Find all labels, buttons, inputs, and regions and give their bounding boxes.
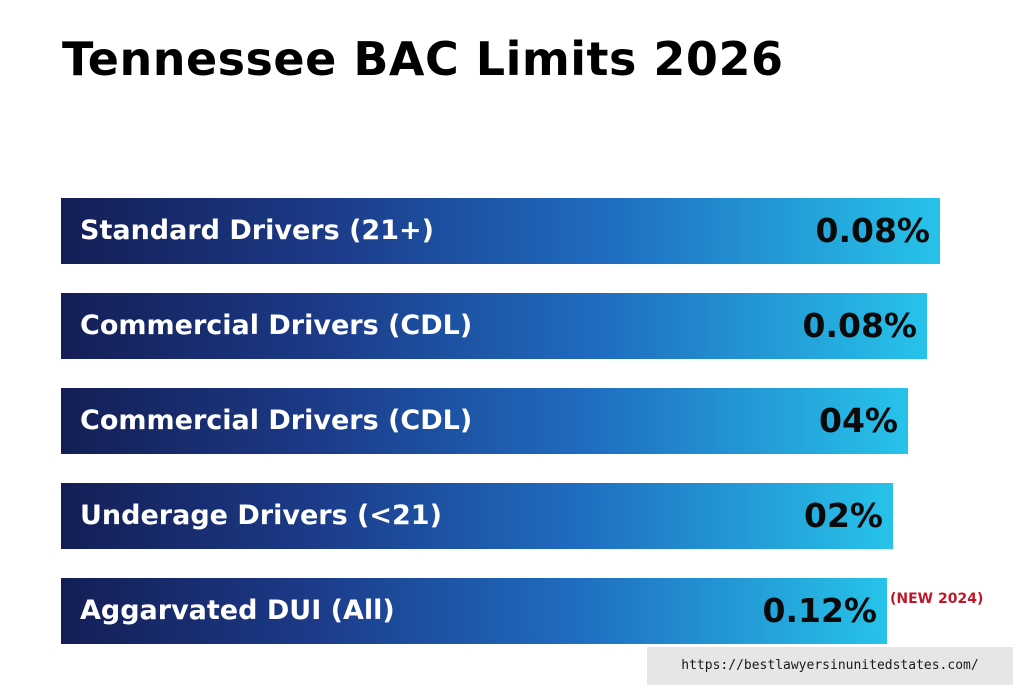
bar-label: Underage Drivers (<21) — [80, 500, 442, 531]
bar-value-label: 02% — [804, 496, 883, 535]
bar-label: Standard Drivers (21+) — [80, 215, 434, 246]
url-watermark: https://bestlawyersinunitedstates.com/ — [647, 647, 1013, 685]
new-2024-annotation: (NEW 2024) — [890, 591, 984, 607]
bar-row: Commercial Drivers (CDL) 0.08% — [61, 293, 927, 359]
bar-row: Commercial Drivers (CDL) 04% — [61, 388, 908, 454]
bar-value-label: 0.12% — [762, 591, 878, 630]
bar-value-label: 04% — [819, 401, 898, 440]
bar-value-label: 0.08% — [802, 306, 918, 345]
bar-row: Aggarvated DUI (All) 0.12% — [61, 578, 887, 644]
bar-row: Underage Drivers (<21) 02% — [61, 483, 893, 549]
chart-title: Tennessee BAC Limits 2026 — [62, 32, 784, 86]
bar-row: Standard Drivers (21+) 0.08% — [61, 198, 940, 264]
bar-label: Aggarvated DUI (All) — [80, 595, 395, 626]
bar-label: Commercial Drivers (CDL) — [80, 405, 473, 436]
bar-label: Commercial Drivers (CDL) — [80, 310, 473, 341]
bar-value-label: 0.08% — [815, 211, 931, 250]
